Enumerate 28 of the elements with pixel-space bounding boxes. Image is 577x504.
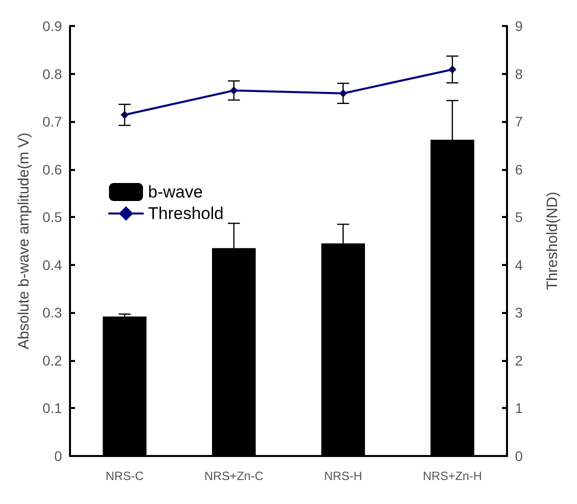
y2-tick-label: 1 (515, 400, 523, 416)
y-tick-label: 0.6 (42, 161, 62, 178)
y-tick-label: 0.7 (42, 114, 62, 130)
y2-tick-label: 9 (515, 18, 523, 34)
y2-tick-label: 5 (515, 209, 523, 226)
y-tick-label: 0.3 (42, 304, 62, 321)
y2-axis-title: Threshold(ND) (544, 192, 561, 290)
x-tick-label: NRS+Zn-H (422, 469, 482, 483)
y2-tick-label: 3 (515, 304, 523, 321)
y2-tick-label: 6 (515, 161, 523, 178)
y-axis-title: Absolute b-wave amplitude(m V) (16, 132, 33, 350)
y2-tick-label: 2 (515, 352, 523, 368)
y2-tick-label: 4 (515, 256, 523, 273)
legend-label: Threshold (148, 204, 224, 223)
y-tick-label: 0.1 (42, 400, 62, 416)
x-tick-label: NRS+Zn-C (204, 469, 264, 483)
y-tick-label: 0.4 (42, 256, 62, 273)
y-tick-label: 0 (54, 448, 62, 464)
y-tick-label: 0.8 (42, 66, 62, 82)
y-tick-label: 0.9 (42, 18, 62, 34)
x-tick-label: NRS-C (106, 469, 144, 483)
y-tick-label: 0.2 (42, 352, 62, 368)
y2-tick-label: 7 (515, 114, 523, 130)
legend-label: b-wave (148, 182, 203, 202)
y2-tick-label: 8 (515, 66, 523, 82)
x-tick-label: NRS-H (324, 469, 362, 483)
y-tick-label: 0.5 (42, 209, 62, 226)
y2-tick-label: 0 (515, 448, 523, 464)
